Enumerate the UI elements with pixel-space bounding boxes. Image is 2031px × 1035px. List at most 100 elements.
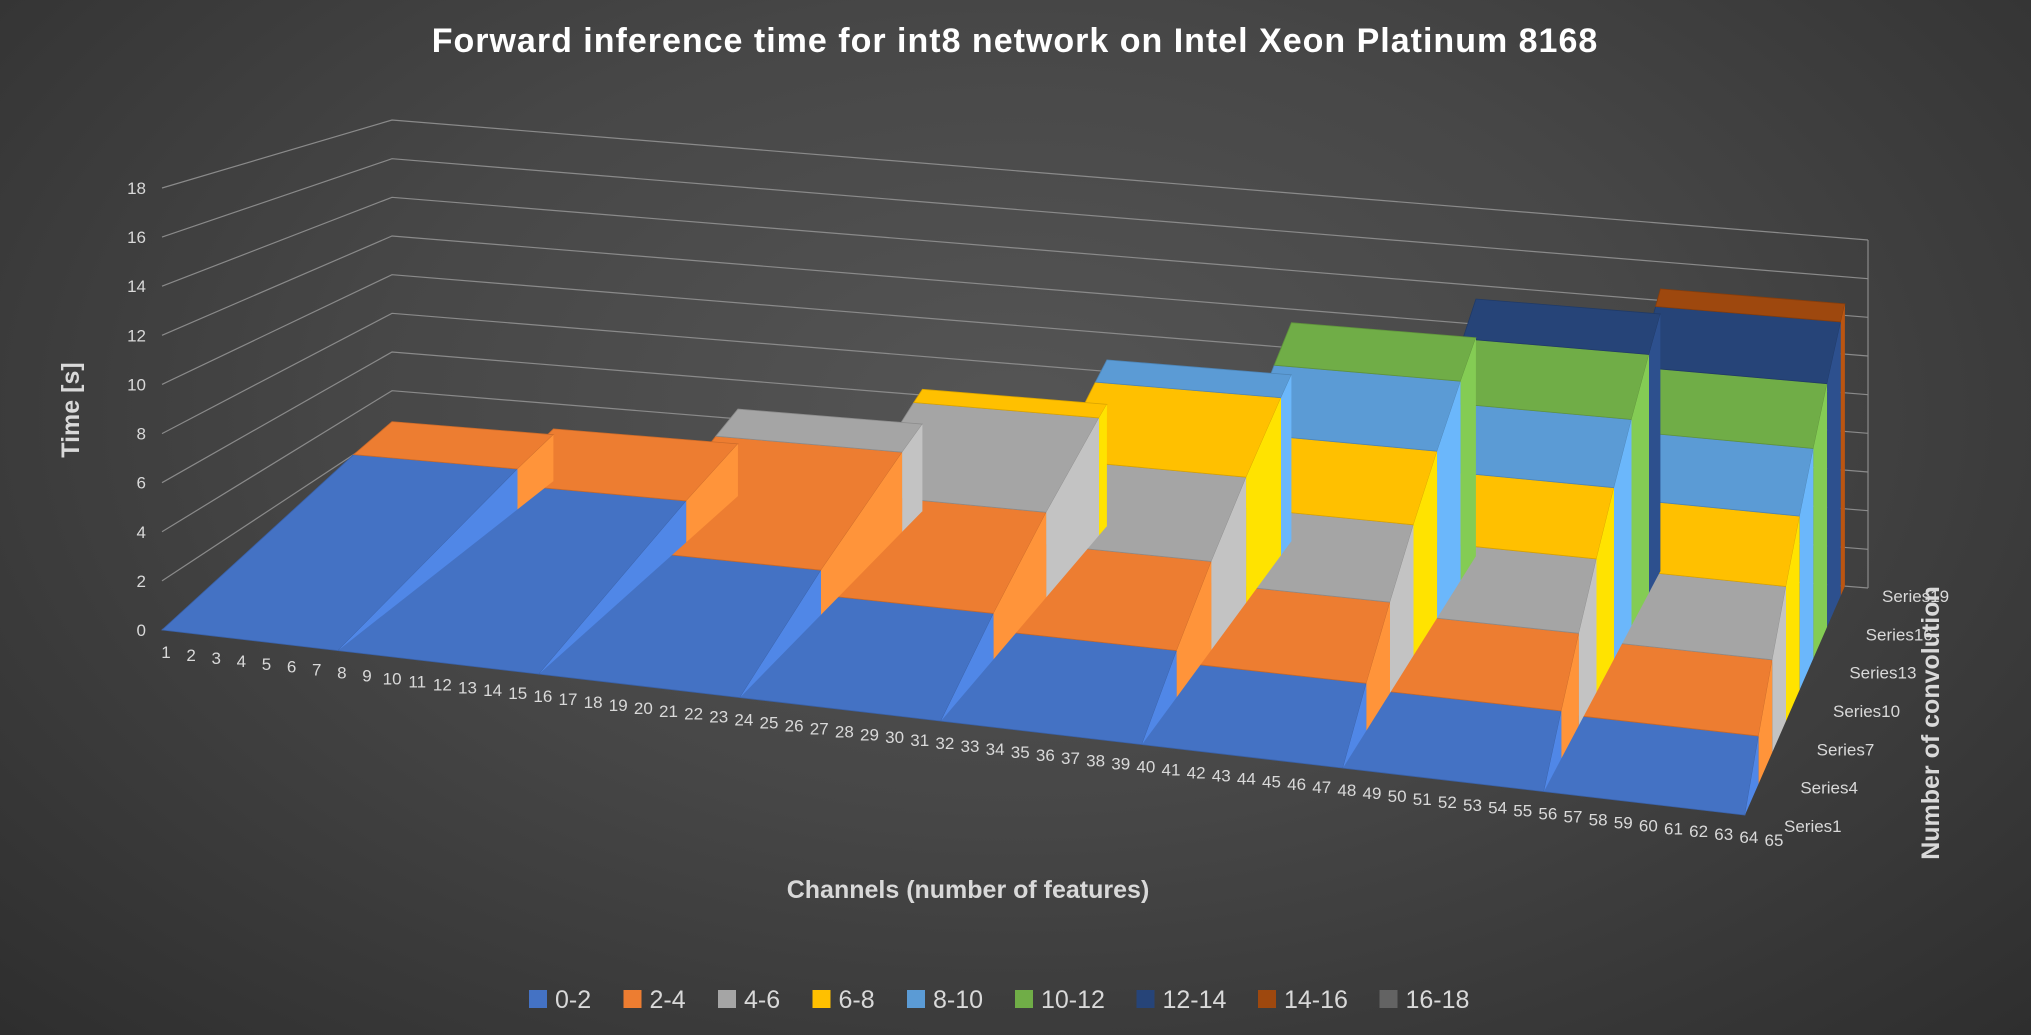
- legend-swatch: [623, 990, 642, 1008]
- x-tick-label: 55: [1513, 802, 1532, 821]
- x-tick-label: 64: [1739, 828, 1758, 847]
- surface-cliff: [1744, 736, 1759, 816]
- surface-cliff: [1596, 487, 1614, 693]
- legend-swatch: [529, 990, 547, 1008]
- x-tick-label: 11: [408, 672, 426, 691]
- surface-cliff: [902, 424, 923, 532]
- surface-bands: [161, 288, 1846, 816]
- depth-tick-label: Series1: [1784, 817, 1842, 836]
- surface-cliff: [1046, 417, 1099, 598]
- surface-cliff: [1460, 337, 1476, 581]
- x-tick-label: 32: [935, 734, 954, 753]
- x-tick-label: 12: [433, 675, 452, 694]
- x-tick-label: 36: [1036, 746, 1055, 765]
- surface-cliff: [1342, 683, 1367, 769]
- x-tick-label: 29: [860, 725, 879, 744]
- x-tick-label: 38: [1086, 752, 1105, 771]
- depth-tick-label: Series7: [1817, 740, 1875, 759]
- x-tick-label: 14: [483, 681, 502, 700]
- y-tick-label: 10: [127, 375, 146, 394]
- x-tick-label: 40: [1136, 758, 1155, 777]
- y-tick-label: 2: [137, 572, 146, 591]
- surface-cliff: [1786, 516, 1800, 721]
- x-tick-label: 27: [810, 719, 829, 738]
- x-tick-label: 19: [609, 696, 628, 715]
- x-tick-label: 56: [1538, 805, 1557, 824]
- depth-tick-label: Series19: [1882, 587, 1949, 606]
- legend-label: 2-4: [650, 986, 686, 1014]
- x-tick-label: 17: [559, 690, 578, 709]
- x-tick-label: 50: [1388, 787, 1407, 806]
- y-tick-label: 18: [127, 179, 146, 198]
- legend-label: 0-2: [555, 986, 591, 1014]
- x-tick-label: 10: [383, 669, 402, 688]
- y-tick-label: 6: [137, 474, 146, 493]
- legend: 0-2 2-4 4-6 6-8 8-10 10-12 12-14 14-16 16-18: [529, 986, 1469, 1014]
- depth-axis-title: Number of convolution: [1917, 586, 1945, 860]
- surface-cliff: [686, 443, 738, 543]
- x-tick-label: 3: [212, 649, 221, 668]
- legend-swatch: [1136, 990, 1155, 1008]
- legend-label: 10-12: [1041, 986, 1105, 1014]
- surface-cliff: [1099, 404, 1107, 536]
- y-tick-label: 0: [137, 621, 146, 640]
- x-tick-label: 6: [287, 658, 296, 677]
- surface-cliff: [1840, 303, 1845, 596]
- surface-cliff: [1543, 710, 1562, 792]
- x-tick-label: 60: [1639, 816, 1658, 835]
- legend-swatch: [907, 990, 925, 1008]
- x-tick-label: 5: [262, 655, 271, 674]
- surface-cliff: [1281, 374, 1292, 556]
- surface-cliff: [1813, 383, 1828, 659]
- y-tick-label: 4: [137, 523, 146, 542]
- x-tick-label: 52: [1438, 793, 1457, 812]
- depth-axis-ticks: Series1 Series4 Series7 Series10 Series13 Ser…: [1784, 587, 1949, 836]
- surface-cliff: [1366, 602, 1390, 731]
- surface-cliff: [1437, 381, 1461, 618]
- surface-cliff: [1631, 354, 1649, 626]
- x-axis-ticks: 1 2 3 4 5 6 7 8 9 10 11 12 13 14 15 16 17 18 19 20 21 22 23 24 2…: [161, 643, 1783, 850]
- x-tick-label: 41: [1162, 761, 1181, 780]
- legend-label: 14-16: [1284, 986, 1348, 1014]
- x-tick-label: 25: [760, 714, 779, 733]
- x-tick-label: 57: [1564, 808, 1583, 827]
- x-tick-label: 1: [161, 643, 170, 662]
- x-tick-label: 48: [1337, 781, 1356, 800]
- x-tick-label: 16: [533, 687, 552, 706]
- x-tick-label: 2: [186, 646, 195, 665]
- x-tick-label: 22: [684, 705, 703, 724]
- legend-label: 6-8: [839, 986, 875, 1014]
- y-tick-label: 16: [127, 228, 146, 247]
- surface-cliff: [1141, 650, 1177, 745]
- depth-tick-label: Series13: [1849, 664, 1916, 683]
- surface-cliff: [1211, 477, 1247, 650]
- x-tick-label: 61: [1664, 819, 1683, 838]
- depth-tick-label: Series10: [1833, 702, 1900, 721]
- x-tick-label: 28: [835, 722, 854, 741]
- x-tick-label: 4: [237, 652, 246, 671]
- chart-title: Forward inference time for int8 network …: [432, 22, 1599, 60]
- surface-cliff: [821, 452, 903, 615]
- y-tick-label: 14: [127, 277, 146, 296]
- x-tick-label: 20: [634, 699, 653, 718]
- x-tick-label: 24: [734, 711, 753, 730]
- x-tick-label: 46: [1287, 775, 1306, 794]
- surface-cliff: [1561, 633, 1579, 759]
- y-tick-label: 8: [137, 425, 146, 444]
- x-tick-label: 47: [1312, 778, 1331, 797]
- surface-cliff: [940, 613, 994, 722]
- x-tick-label: 23: [709, 708, 728, 727]
- x-tick-label: 15: [508, 684, 527, 703]
- x-tick-label: 7: [312, 661, 321, 680]
- x-tick-label: 30: [885, 728, 904, 747]
- legend-label: 4-6: [744, 986, 780, 1014]
- x-tick-label: 26: [785, 716, 804, 735]
- x-tick-label: 54: [1488, 799, 1507, 818]
- legend-label: 16-18: [1406, 986, 1470, 1014]
- x-tick-label: 43: [1212, 766, 1231, 785]
- x-tick-label: 13: [458, 678, 477, 697]
- legend-swatch: [1258, 990, 1276, 1008]
- surface-cliff: [1827, 321, 1841, 627]
- gridline: [161, 196, 1869, 318]
